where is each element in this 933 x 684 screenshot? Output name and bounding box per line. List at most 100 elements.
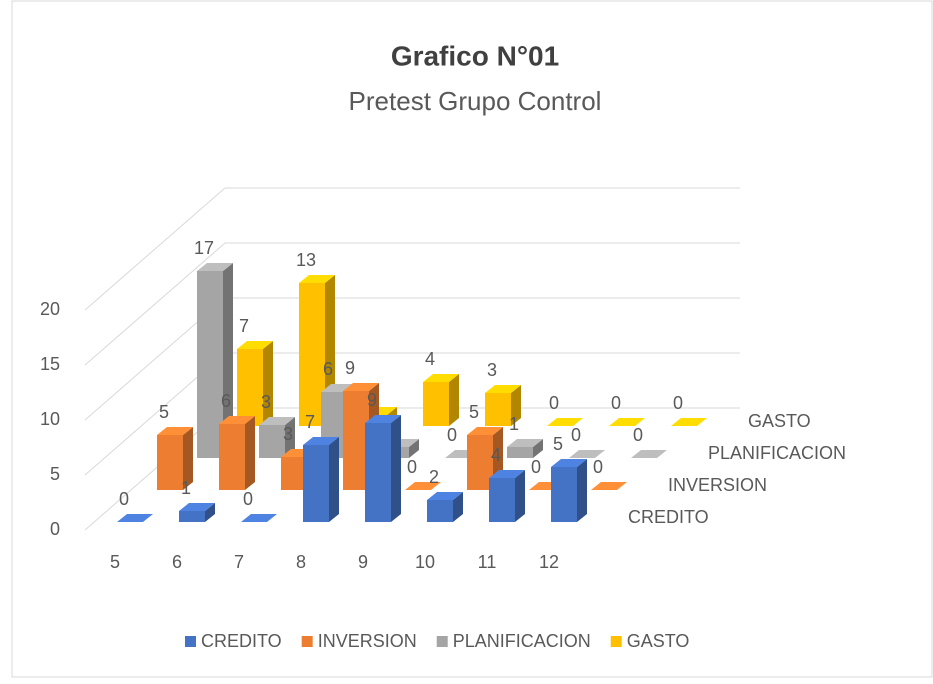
bar-face [205, 503, 215, 522]
bar-face [179, 503, 215, 511]
legend-swatch [301, 636, 313, 647]
data-label: 6 [323, 359, 333, 379]
bar-face [183, 427, 193, 490]
data-label: 0 [611, 393, 621, 413]
bar-face [391, 415, 401, 522]
data-label: 0 [593, 457, 603, 477]
depth-label: PLANIFICACION [708, 443, 846, 463]
x-tick-label: 12 [539, 552, 559, 572]
bar-face [507, 439, 543, 447]
bar [591, 482, 627, 490]
bar-face [365, 415, 401, 423]
x-tick-label: 10 [415, 552, 435, 572]
bar-face [489, 470, 525, 478]
bar [117, 514, 153, 522]
bar [237, 341, 273, 426]
bar-face [299, 275, 335, 283]
data-label: 2 [429, 467, 439, 487]
data-label: 5 [469, 402, 479, 422]
data-label: 17 [194, 238, 214, 258]
y-tick-label: 15 [40, 354, 60, 374]
data-label: 0 [243, 489, 253, 509]
grid-line [84, 242, 226, 366]
x-tick-label: 9 [358, 552, 368, 572]
data-label: 9 [367, 390, 377, 410]
bar [609, 418, 645, 426]
x-tick-label: 11 [478, 552, 497, 572]
bar [157, 427, 193, 490]
bar-face [237, 341, 273, 349]
bar-face [259, 425, 285, 458]
bar-face [245, 416, 255, 490]
bar-face [423, 374, 459, 382]
data-label: 3 [487, 360, 497, 380]
bar [489, 470, 525, 522]
bar-face [365, 423, 391, 522]
bar [241, 514, 277, 522]
bar [631, 450, 667, 458]
bar [551, 459, 587, 522]
bar [179, 503, 215, 522]
bar-face [631, 450, 667, 458]
bar-face [343, 383, 379, 391]
bar-face [197, 263, 233, 271]
bar-face [299, 283, 325, 426]
bar-face [117, 514, 153, 522]
bar-face [547, 418, 583, 426]
data-label: 0 [531, 457, 541, 477]
bar [197, 263, 233, 458]
bar-face [449, 374, 459, 426]
bar-face [179, 511, 205, 522]
data-label: 0 [571, 425, 581, 445]
x-tick-label: 7 [234, 552, 244, 572]
bar [427, 492, 463, 522]
bar [547, 418, 583, 426]
bar-face [285, 417, 295, 458]
depth-label: INVERSION [668, 475, 767, 495]
chart-title: Grafico N°01 [391, 40, 559, 71]
bar-face [329, 437, 339, 522]
grid-line [84, 187, 226, 311]
y-tick-label: 0 [50, 519, 60, 539]
bar-face [551, 459, 587, 467]
bar-face [569, 450, 605, 458]
bar-face [467, 427, 503, 435]
legend-swatch [185, 636, 196, 647]
bar-face [427, 492, 463, 500]
bar-face [485, 385, 521, 393]
bar-face [609, 418, 645, 426]
data-label: 6 [221, 391, 231, 411]
bar [219, 416, 255, 490]
legend-label: INVERSION [318, 631, 417, 651]
bar-face [427, 500, 453, 522]
data-label: 0 [633, 425, 643, 445]
bar-face [453, 492, 463, 522]
data-label: 0 [673, 393, 683, 413]
bar-face [259, 417, 295, 425]
data-label: 7 [305, 412, 315, 432]
data-label: 7 [239, 316, 249, 336]
bar-face [219, 424, 245, 490]
data-label: 0 [119, 489, 129, 509]
bar [405, 482, 441, 490]
x-tick-label: 6 [172, 552, 182, 572]
x-tick-label: 5 [110, 552, 120, 572]
bar [423, 374, 459, 426]
bar-face [409, 439, 419, 458]
legend-label: PLANIFICACION [453, 631, 591, 651]
bar-face [237, 349, 263, 426]
bar-face [197, 271, 223, 458]
data-label: 9 [345, 358, 355, 378]
data-label: 13 [296, 250, 316, 270]
bar-face [219, 416, 255, 424]
y-tick-label: 5 [50, 464, 60, 484]
data-label: 4 [491, 445, 501, 465]
bar [569, 450, 605, 458]
bar-face [405, 482, 441, 490]
bar [303, 437, 339, 522]
bar-face [157, 427, 193, 435]
bar [365, 415, 401, 522]
bar-face [577, 459, 587, 522]
y-tick-label: 10 [40, 409, 60, 429]
